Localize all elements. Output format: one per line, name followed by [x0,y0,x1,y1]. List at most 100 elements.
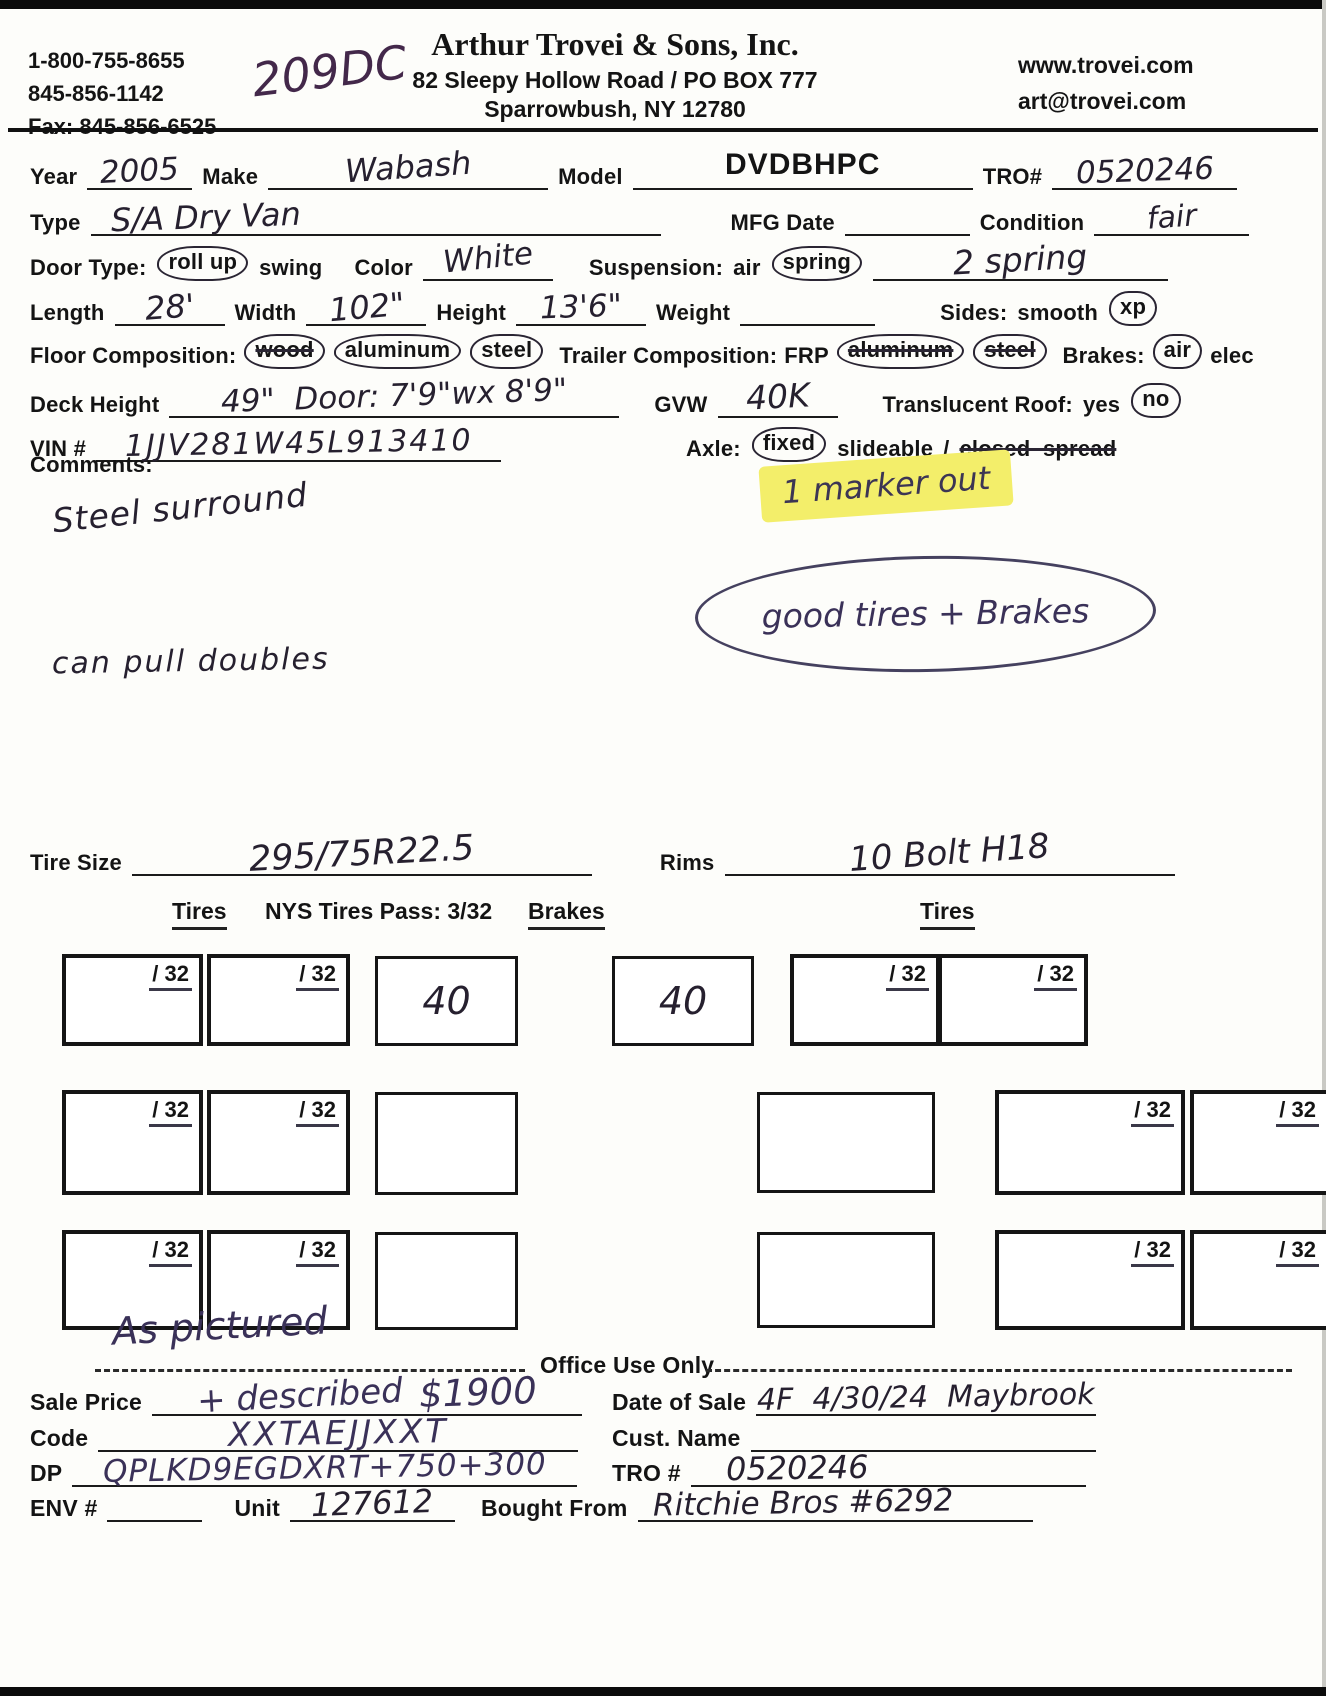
model-label: Model [558,164,623,189]
tro-office-value: 0520246 [725,1447,869,1488]
floor-composition-label: Floor Composition: [30,343,237,368]
office-use-dash-right [706,1369,1292,1372]
date-of-sale-label: Date of Sale [612,1389,747,1415]
bought-from-field: Ritchie Bros #6292 [637,1481,1033,1524]
axle-fixed-option: fixed [751,427,827,462]
comment-pull-doubles: can pull doubles [51,641,330,682]
tread-depth-unit: / 32 [149,1237,192,1267]
code-label: Code [30,1425,89,1451]
gvw-field: 40K [717,375,838,418]
trailer-composition-label: Trailer Composition: [559,343,778,368]
type-label: Type [30,210,81,235]
tro-value: 0520246 [1075,150,1215,191]
nys-tires-pass-label: NYS Tires Pass: 3/32 [265,898,493,924]
tires-header-left: Tires [172,898,227,930]
unit-value: 127612 [310,1481,435,1524]
company-name: Arthur Trovei & Sons, Inc. [431,26,799,62]
bought-from-value: Ritchie Bros #6292 [652,1481,954,1524]
sale-price-label: Sale Price [30,1389,142,1415]
weight-label: Weight [656,300,731,325]
mfg-date-field [844,198,970,236]
office-use-only-label: Office Use Only [540,1352,715,1378]
brake-measurement-front-right: 40 [658,978,708,1023]
company-address1: 82 Sleepy Hollow Road / PO BOX 777 [412,67,818,93]
floor-steel-option: steel [470,334,544,369]
bought-from-label: Bought From [481,1495,628,1521]
tire-box-rear-right-inner: / 32 [995,1230,1185,1330]
tires-header-right: Tires [920,898,975,930]
company-website: www.trovei.com [1018,52,1194,78]
suspension-air-option: air [733,255,761,280]
tro-label: TRO# [982,164,1043,189]
vin-label: VIN # [30,436,87,461]
scan-top-edge [0,0,1326,9]
rims-value: 10 Bolt H18 [848,825,1051,880]
tire-box-front-left-inner: / 32 [207,954,350,1046]
dp-label: DP [30,1460,63,1486]
color-value: White [441,234,535,281]
comments-label: Comments: [30,452,153,477]
floor-wood-option: wood [244,334,325,369]
year-field: 2005 [87,150,193,191]
sale-price-amount: $1900 [418,1368,538,1416]
suspension-spring-option: spring [771,246,863,281]
model-value: DVDBHPC [725,148,881,181]
tire-box-mid-right-inner: / 32 [995,1090,1185,1195]
comment-steel-surround: Steel surround [50,474,310,541]
sides-label: Sides: [940,300,1008,325]
deck-height-label: Deck Height [30,392,160,417]
condition-field: fair [1094,198,1250,236]
brake-box-front-left: 40 [375,956,518,1046]
tire-box-front-right-inner: / 32 [790,954,940,1046]
suspension-field: 2 spring [873,236,1169,283]
tire-box-mid-right: / 32 [1190,1090,1326,1195]
weight-field [740,288,876,326]
comment-tires-brakes: good tires + Brakes [761,591,1090,637]
roof-yes-option: yes [1082,392,1121,417]
brake-box-mid-left [375,1092,518,1195]
cust-name-label: Cust. Name [612,1425,741,1451]
tread-depth-unit: / 32 [149,961,192,991]
color-label: Color [354,255,413,280]
trailer-aluminum-option: aluminum [836,334,965,369]
cust-name-field [750,1414,1096,1452]
condition-label: Condition [979,210,1085,235]
vin-value: 1JJV281W45L913410 [124,422,473,464]
length-field: 28' [114,286,225,327]
as-pictured-note: As pictured [110,1298,329,1354]
office-use-dash-left [95,1369,525,1372]
phone-local: 845-856-1142 [28,81,164,106]
tread-depth-unit: / 32 [296,1097,339,1127]
tire-box-front-right: / 32 [938,954,1088,1046]
trailer-frp-option: FRP [784,343,829,368]
letterhead-center: Arthur Trovei & Sons, Inc. 82 Sleepy Hol… [320,26,910,123]
rims-label: Rims [659,850,715,875]
brake-box-rear-right [757,1232,935,1328]
gvw-value: 40K [744,375,811,418]
tread-depth-unit: / 32 [149,1097,192,1127]
tire-box-front-left: / 32 [62,954,203,1046]
tro-office-label: TRO # [612,1460,681,1486]
roof-no-option: no [1131,383,1181,418]
tire-box-rear-right: / 32 [1190,1230,1326,1330]
tread-depth-unit: / 32 [296,1237,339,1267]
phone-tollfree: 1-800-755-8655 [28,48,185,73]
door-rollup-option: roll up [157,246,249,281]
env-field [107,1484,203,1522]
suspension-written-value: 2 spring [952,236,1089,283]
sides-smooth-option: smooth [1017,300,1099,325]
door-swing-option: swing [259,255,323,280]
height-label: Height [436,300,507,325]
gvw-label: GVW [654,392,708,417]
comment-tires-brakes-circle: good tires + Brakes [694,551,1157,677]
year-value: 2005 [99,150,181,191]
brakes-header: Brakes [528,898,605,930]
tire-size-field: 295/75R22.5 [131,828,592,880]
brake-box-front-right: 40 [612,956,754,1046]
rims-field: 10 Bolt H18 [724,826,1175,880]
door-type-label: Door Type: [30,255,147,280]
tro-office-field: 0520246 [690,1447,1086,1488]
tire-box-mid-left: / 32 [62,1090,203,1195]
make-label: Make [202,164,259,189]
